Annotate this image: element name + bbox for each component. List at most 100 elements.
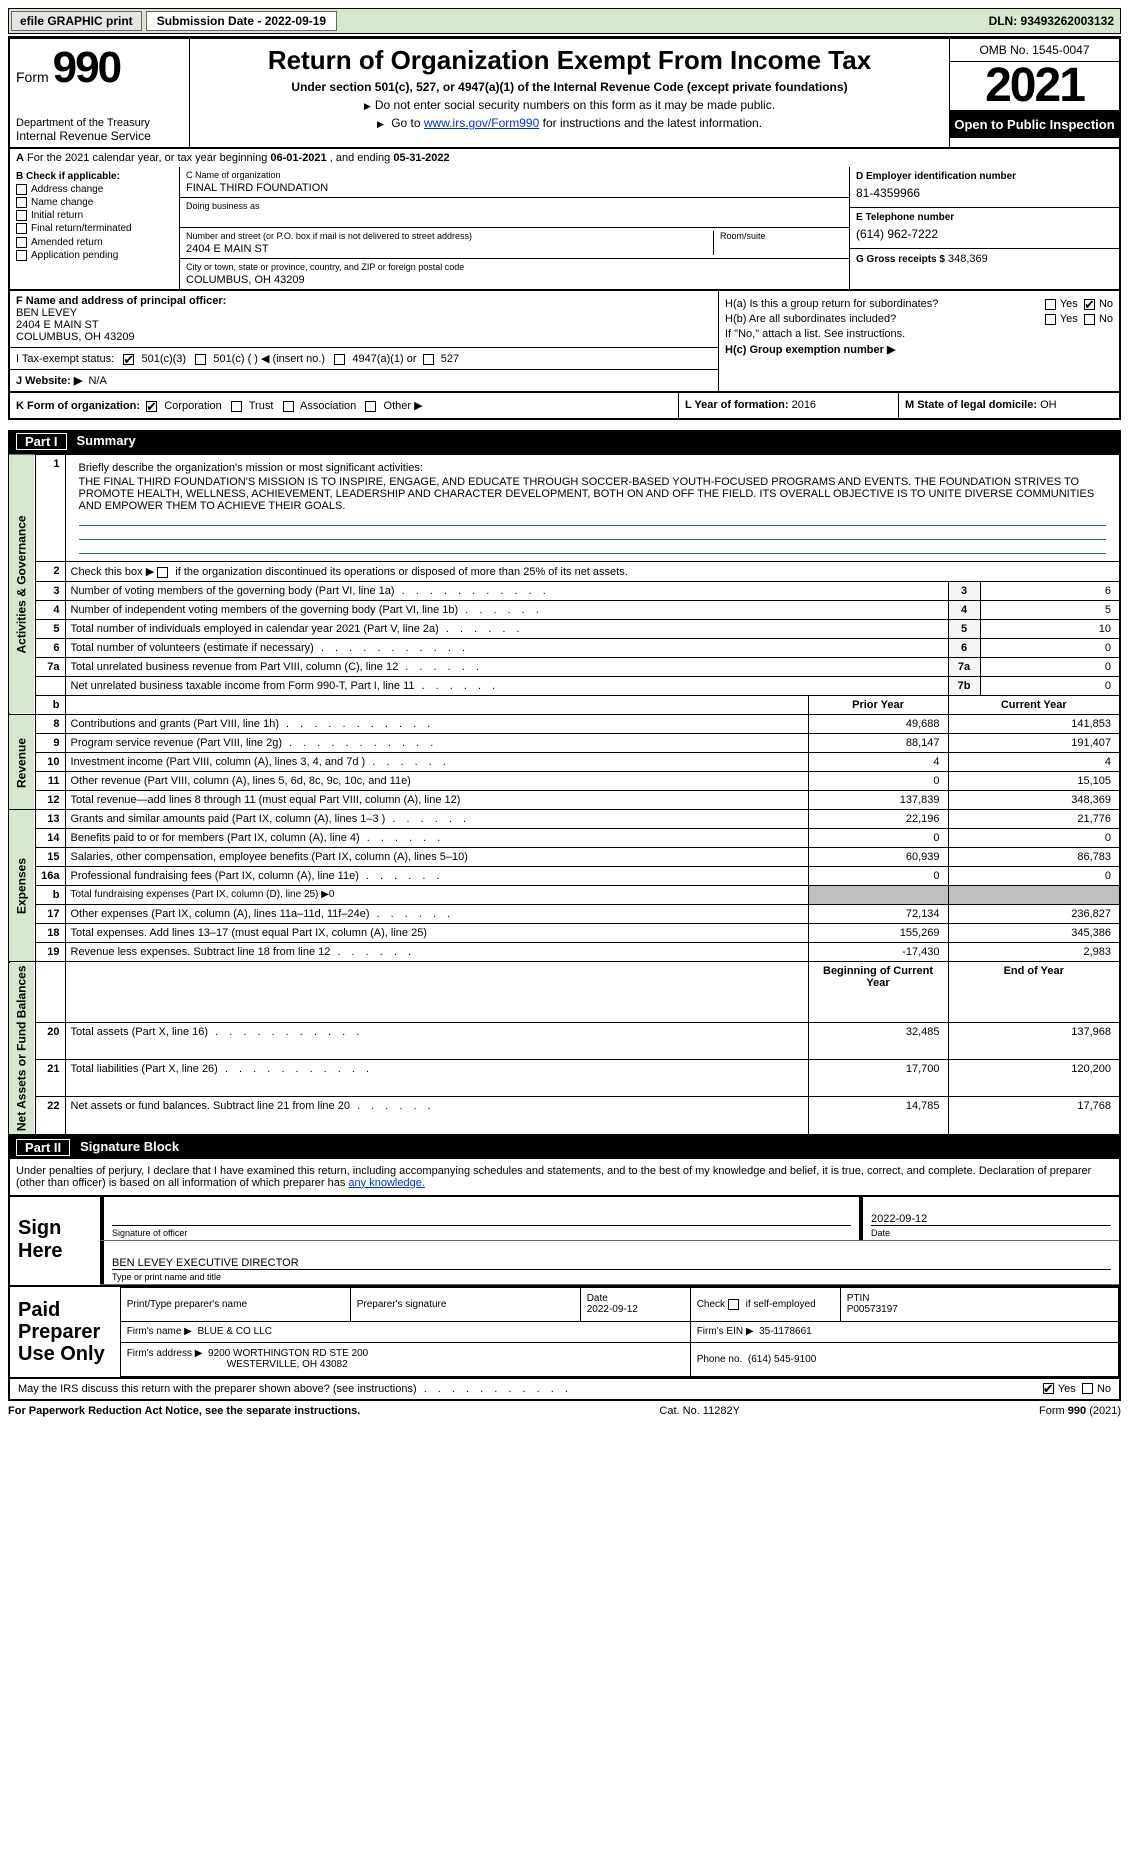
ha-no[interactable] <box>1084 299 1095 310</box>
net-line-21: 21 Total liabilities (Part X, line 26) 1… <box>9 1059 1120 1096</box>
section-f: F Name and address of principal officer:… <box>10 291 718 348</box>
street-row: Number and street (or P.O. box if mail i… <box>180 228 849 259</box>
chk-527[interactable] <box>423 354 434 365</box>
officer-name-title-cell: BEN LEVEY EXECUTIVE DIRECTOR Type or pri… <box>100 1241 1119 1284</box>
side-revenue: Revenue <box>9 715 35 810</box>
form-header: Form 990 Department of the Treasury Inte… <box>8 36 1121 149</box>
form-word: Form <box>16 69 49 85</box>
phone-row: E Telephone number (614) 962-7222 <box>850 208 1119 249</box>
chk-501c3[interactable] <box>123 354 134 365</box>
chk-amended-return[interactable]: Amended return <box>16 237 173 248</box>
exp-line-18: 18 Total expenses. Add lines 13–17 (must… <box>9 924 1120 943</box>
net-line-20: 20 Total assets (Part X, line 16) 32,485… <box>9 1022 1120 1059</box>
firm-phone-cell: Phone no. (614) 545-9100 <box>690 1342 1118 1376</box>
section-b-title: B Check if applicable: <box>16 171 173 182</box>
chk-other[interactable] <box>365 401 376 412</box>
line-2-desc: Check this box ▶ if the organization dis… <box>65 562 1120 582</box>
any-knowledge-link[interactable]: any knowledge. <box>348 1177 424 1189</box>
rev-line-11: 11 Other revenue (Part VIII, column (A),… <box>9 772 1120 791</box>
line-1-num: 1 <box>35 454 65 562</box>
preparer-date-cell: Date 2022-09-12 <box>580 1287 690 1321</box>
section-m: M State of legal domicile: OH <box>899 393 1119 418</box>
paid-preparer-table: Print/Type preparer's name Preparer's si… <box>120 1287 1119 1377</box>
header-right: OMB No. 1545-0047 2021 Open to Public In… <box>949 39 1119 147</box>
gov-line-7b: Net unrelated business taxable income fr… <box>9 677 1120 696</box>
chk-initial-return[interactable]: Initial return <box>16 210 173 221</box>
entity-block-2: F Name and address of principal officer:… <box>8 291 1121 393</box>
may-irs-discuss-row: May the IRS discuss this return with the… <box>8 1379 1121 1401</box>
officer-name-title-value: BEN LEVEY EXECUTIVE DIRECTOR <box>112 1243 1111 1269</box>
left-column-fij: F Name and address of principal officer:… <box>10 291 719 391</box>
sign-here-label: Sign Here <box>10 1197 100 1285</box>
gov-line-4: 4 Number of independent voting members o… <box>9 601 1120 620</box>
chk-corporation[interactable] <box>146 401 157 412</box>
part-2-num: Part II <box>16 1139 70 1156</box>
form-990-number: 990 <box>53 43 120 93</box>
chk-self-employed[interactable] <box>728 1299 739 1310</box>
preparer-selfemp-cell: Check if self-employed <box>690 1287 840 1321</box>
rev-line-12: 12 Total revenue—add lines 8 through 11 … <box>9 791 1120 810</box>
chk-name-change[interactable]: Name change <box>16 197 173 208</box>
form-title: Return of Organization Exempt From Incom… <box>198 45 941 76</box>
h-a-row: H(a) Is this a group return for subordin… <box>725 298 1113 310</box>
irs-form990-link[interactable]: www.irs.gov/Form990 <box>424 116 539 130</box>
part-1-header: Part I Summary <box>8 430 1121 453</box>
state-domicile-value: OH <box>1040 399 1057 411</box>
firm-phone-value: (614) 545-9100 <box>748 1354 816 1365</box>
dba-row: Doing business as <box>180 198 849 228</box>
section-k: K Form of organization: Corporation Trus… <box>10 393 679 418</box>
gross-receipts-value: 348,369 <box>948 253 988 265</box>
ein-value: 81-4359966 <box>856 186 1113 200</box>
exp-line-17: 17 Other expenses (Part IX, column (A), … <box>9 905 1120 924</box>
signature-intro: Under penalties of perjury, I declare th… <box>8 1159 1121 1197</box>
may-irs-yes[interactable] <box>1043 1383 1054 1394</box>
paid-preparer-block: Paid Preparer Use Only Print/Type prepar… <box>8 1287 1121 1379</box>
city-row: City or town, state or province, country… <box>180 259 849 289</box>
h-c-row: H(c) Group exemption number ▶ <box>725 343 1113 356</box>
ha-yes[interactable] <box>1045 299 1056 310</box>
officer-signature-cell: Signature of officer <box>100 1197 859 1240</box>
chk-application-pending[interactable]: Application pending <box>16 250 173 261</box>
chk-final-return[interactable]: Final return/terminated <box>16 223 173 234</box>
efile-print-button[interactable]: efile GRAPHIC print <box>11 11 142 31</box>
may-irs-text: May the IRS discuss this return with the… <box>18 1383 572 1395</box>
form-subtitle-3: Go to www.irs.gov/Form990 for instructio… <box>198 116 941 130</box>
phone-value: (614) 962-7222 <box>856 227 1113 241</box>
rev-line-8: Revenue 8 Contributions and grants (Part… <box>9 715 1120 734</box>
org-name-row: C Name of organization FINAL THIRD FOUND… <box>180 167 849 198</box>
hb-no[interactable] <box>1084 314 1095 325</box>
form-subtitle-2: Do not enter social security numbers on … <box>198 98 941 112</box>
exp-line-14: 14 Benefits paid to or for members (Part… <box>9 829 1120 848</box>
h-b-row: H(b) Are all subordinates included? Yes … <box>725 313 1113 325</box>
side-activities-governance: Activities & Governance <box>9 454 35 715</box>
part-1-num: Part I <box>16 433 67 450</box>
hb-yes[interactable] <box>1045 314 1056 325</box>
firm-addr-line2: WESTERVILLE, OH 43082 <box>127 1359 684 1370</box>
section-b: B Check if applicable: Address change Na… <box>10 167 180 289</box>
side-net-assets: Net Assets or Fund Balances <box>9 962 35 1135</box>
signature-date-cell: 2022-09-12 Date <box>859 1197 1119 1240</box>
form-page-label: Form 990 (2021) <box>1039 1405 1121 1417</box>
exp-line-15: 15 Salaries, other compensation, employe… <box>9 848 1120 867</box>
side-expenses: Expenses <box>9 810 35 962</box>
firm-ein-value: 35-1178661 <box>759 1326 812 1337</box>
chk-4947a1[interactable] <box>334 354 345 365</box>
gross-receipts-row: G Gross receipts $ 348,369 <box>850 249 1119 289</box>
tax-year: 2021 <box>950 62 1119 111</box>
section-h: H(a) Is this a group return for subordin… <box>719 291 1119 391</box>
part-1-title: Summary <box>77 433 136 450</box>
header-middle: Return of Organization Exempt From Incom… <box>190 39 949 147</box>
chk-trust[interactable] <box>231 401 242 412</box>
gov-line-7a: 7a Total unrelated business revenue from… <box>9 658 1120 677</box>
section-l: L Year of formation: 2016 <box>679 393 899 418</box>
col-headers-1: b Prior Year Current Year <box>9 696 1120 715</box>
line-1-cell: Briefly describe the organization's miss… <box>65 454 1120 562</box>
page-footer: For Paperwork Reduction Act Notice, see … <box>8 1405 1121 1417</box>
line-2-checkbox[interactable] <box>157 567 168 578</box>
chk-501c[interactable] <box>195 354 206 365</box>
chk-address-change[interactable]: Address change <box>16 184 173 195</box>
chk-association[interactable] <box>283 401 294 412</box>
may-irs-no[interactable] <box>1082 1383 1093 1394</box>
row-a-tax-year: A For the 2021 calendar year, or tax yea… <box>8 149 1121 167</box>
sign-here-block: Sign Here Signature of officer 2022-09-1… <box>8 1197 1121 1287</box>
